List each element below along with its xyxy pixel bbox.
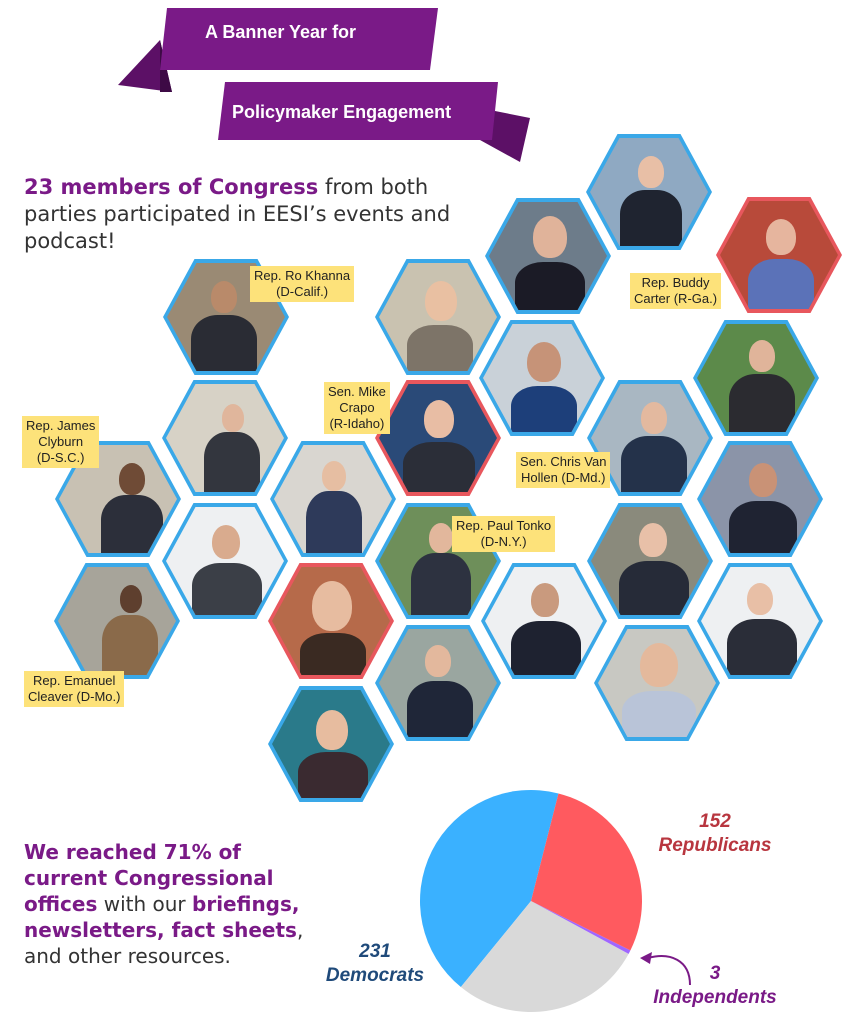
label-line: Hollen (D-Md.) <box>520 470 606 485</box>
label-line: (D-Calif.) <box>276 284 329 299</box>
independents-text: Independents <box>653 987 777 1008</box>
intro-rest: from both parties participated in EESI’s… <box>24 175 451 253</box>
photo-hex-speaker-right <box>693 320 819 436</box>
banner-ribbon <box>118 8 530 162</box>
label-paul-tonko: Rep. Paul Tonko (D-N.Y.) <box>452 516 556 552</box>
label-line: Sen. Chris Van <box>520 454 607 469</box>
pie-slice-other <box>460 901 629 1012</box>
reach-highlight-2: briefings, newsletters, fact sheets <box>24 892 300 942</box>
reach-highlight-1: We reached 71% of current Congressional … <box>24 840 274 916</box>
democrats-count: 231 <box>359 941 391 962</box>
democrats-text: Democrats <box>325 965 425 986</box>
label-line: Rep. Emanuel <box>33 673 116 688</box>
label-line: Sen. Mike <box>328 384 386 399</box>
reach-text-1: with our <box>97 892 193 916</box>
label-ro-khanna: Rep. Ro Khanna (D-Calif.) <box>250 266 355 302</box>
photo-hex-woman-smile <box>375 259 501 375</box>
photo-hex-podium-room <box>162 380 288 496</box>
intro-highlight: 23 members of Congress <box>24 175 319 199</box>
label-buddy-carter: Rep. Buddy Carter (R-Ga.) <box>630 273 722 309</box>
democrats-label: 231 Democrats <box>300 940 450 988</box>
reach-text-2: , and other resources. <box>24 918 304 968</box>
label-emanuel-cleaver: Rep. Emanuel Cleaver (D-Mo.) <box>24 671 125 707</box>
banner-title-line1: A Banner Year for <box>205 22 357 42</box>
label-line: Rep. Buddy <box>641 275 710 290</box>
label-line: (D-N.Y.) <box>480 534 527 549</box>
label-chris-van-hollen: Sen. Chris Van Hollen (D-Md.) <box>516 452 611 488</box>
label-line: (D-S.C.) <box>36 450 85 465</box>
independents-count: 3 <box>709 963 721 984</box>
label-line: Cleaver (D-Mo.) <box>28 689 121 704</box>
banner-title-line2: Policymaker Engagement <box>232 102 452 122</box>
republicans-text: Republicans <box>658 835 772 856</box>
photo-hex-crapo <box>375 380 501 496</box>
intro-text: 23 members of Congress from both parties… <box>24 174 494 255</box>
label-james-clyburn: Rep. James Clyburn (D-S.C.) <box>22 416 100 468</box>
label-line: Carter (R-Ga.) <box>634 291 718 306</box>
photo-hex-woman-dark-hair <box>479 320 605 436</box>
label-line: Rep. Paul Tonko <box>456 518 552 533</box>
reach-text: We reached 71% of current Congressional … <box>24 839 324 969</box>
independents-arrow <box>647 955 691 986</box>
label-mike-crapo: Sen. Mike Crapo (R-Idaho) <box>324 382 390 434</box>
pie-slice-independents <box>531 901 631 954</box>
label-line: (R-Idaho) <box>329 416 385 431</box>
label-line: Rep. Ro Khanna <box>254 268 351 283</box>
photo-hex-van-hollen <box>587 380 713 496</box>
photo-hex-khanna <box>163 259 289 375</box>
pie-slice-democrats <box>420 790 559 988</box>
photo-hex-man-suit <box>481 563 607 679</box>
photo-hex-mace <box>268 563 394 679</box>
pie-slice-republicans <box>531 793 642 951</box>
independents-arrowhead <box>640 952 652 964</box>
independents-label: 3 Independents <box>635 962 795 1010</box>
republicans-label: 152 Republicans <box>640 810 790 858</box>
label-line: Crapo <box>339 400 375 415</box>
label-line: Clyburn <box>38 434 84 449</box>
republicans-count: 152 <box>699 811 731 832</box>
label-line: Rep. James <box>26 418 96 433</box>
